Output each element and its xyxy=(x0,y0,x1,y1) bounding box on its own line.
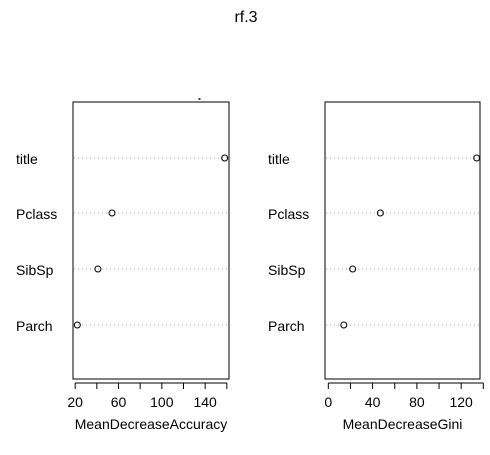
data-point-sibsp xyxy=(94,265,102,273)
row-label: Parch xyxy=(16,318,53,334)
row-label: SibSp xyxy=(268,262,306,278)
data-point-parch xyxy=(73,321,81,329)
row-label: Pclass xyxy=(16,206,57,222)
x-tick-label: 60 xyxy=(111,394,127,410)
chart-title: rf.3 xyxy=(234,9,257,26)
data-point-title xyxy=(473,154,481,162)
x-tick-label: 0 xyxy=(324,394,332,410)
x-tick-label: 20 xyxy=(67,394,83,410)
x-tick-label: 100 xyxy=(150,394,174,410)
x-tick-label: 120 xyxy=(449,394,473,410)
row-label: title xyxy=(268,151,290,167)
panel-mdg: title Pclass SibSp Parch 0 40 80 120 MeanDecreas… xyxy=(268,101,484,432)
data-point-pclass xyxy=(376,209,384,217)
row-label: Parch xyxy=(268,318,305,334)
row-label: SibSp xyxy=(16,262,54,278)
x-tick-label: 140 xyxy=(193,394,217,410)
data-point-sibsp xyxy=(349,265,357,273)
row-label: Pclass xyxy=(268,206,309,222)
x-axis-label: MeanDecreaseGini xyxy=(343,416,463,432)
x-axis-label: MeanDecreaseAccuracy xyxy=(75,416,228,432)
row-label: title xyxy=(16,151,38,167)
plot-frame xyxy=(72,101,230,380)
x-tick-label: 80 xyxy=(409,394,425,410)
x-tick-label: 40 xyxy=(365,394,381,410)
data-point-parch xyxy=(340,321,348,329)
stray-mark xyxy=(198,98,201,100)
data-point-pclass xyxy=(108,209,116,217)
data-point-title xyxy=(221,154,229,162)
panel-mda: title Pclass SibSp Parch 20 60 100 140 MeanDecre… xyxy=(16,101,230,432)
plot-frame xyxy=(324,101,481,380)
